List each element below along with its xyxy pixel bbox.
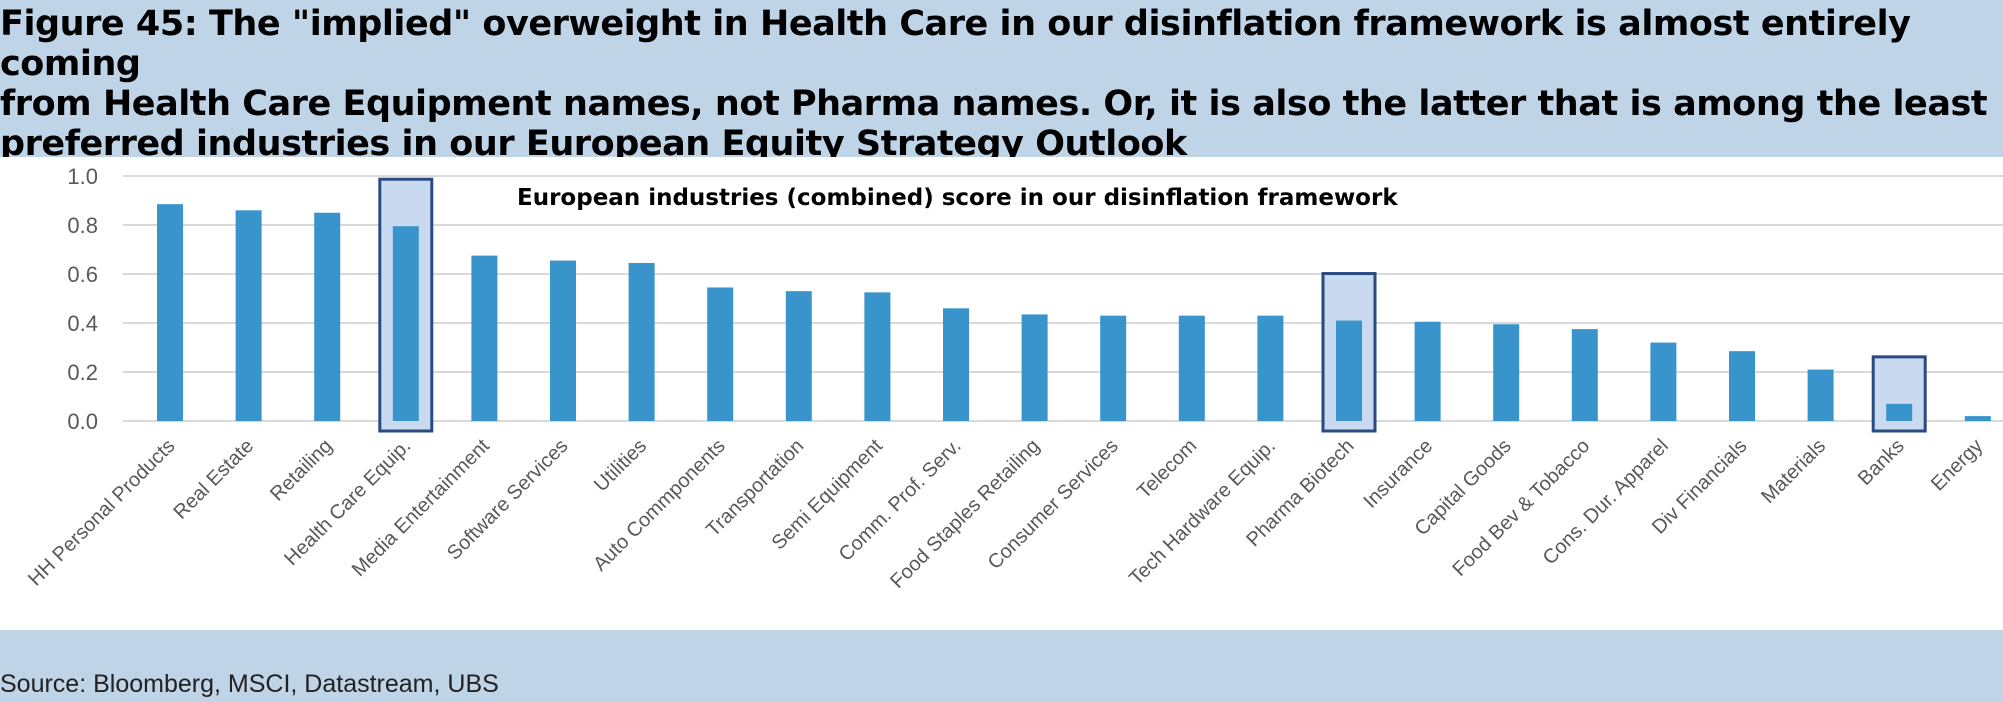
bar	[628, 262, 655, 421]
bar	[1886, 403, 1913, 421]
x-category-label: Food Staples Retailing	[886, 435, 1044, 593]
y-axis-ticks: 0.0 0.2 0.4 0.6 0.8 1.0	[67, 164, 98, 434]
bar	[1021, 314, 1048, 421]
bar	[1414, 321, 1441, 421]
x-category-label: Real Estate	[169, 435, 258, 524]
x-category-label: Tech Hardware Equip.	[1125, 435, 1280, 590]
bar	[785, 291, 812, 421]
y-tick-label: 0.4	[67, 311, 98, 336]
bar	[1807, 369, 1834, 421]
bar	[1178, 315, 1205, 421]
x-category-label: Materials	[1757, 435, 1830, 508]
x-category-label: Telecom	[1133, 435, 1201, 503]
bar	[1100, 315, 1127, 421]
bar	[864, 292, 891, 421]
bar	[1257, 315, 1284, 421]
x-category-label: Energy	[1927, 435, 1987, 495]
bar	[314, 212, 341, 421]
bar	[707, 287, 734, 421]
bar	[1336, 320, 1362, 421]
bar	[1571, 329, 1598, 421]
y-tick-label: 0.0	[67, 409, 98, 434]
chart-panel: 0.0 0.2 0.4 0.6 0.8 1.0 HH Personal Products R…	[0, 157, 2003, 630]
x-category-label: Retailing	[266, 435, 337, 506]
bar	[943, 308, 969, 421]
gridlines	[123, 175, 2003, 422]
x-category-label: Banks	[1854, 435, 1909, 490]
y-tick-label: 0.8	[67, 213, 98, 238]
bar	[550, 260, 576, 421]
x-category-label: Auto Commponents	[589, 435, 730, 576]
bar	[471, 255, 498, 421]
x-category-label: Insurance	[1359, 435, 1437, 513]
highlight-boxes	[378, 177, 1927, 433]
bar	[1650, 342, 1677, 421]
x-category-label: Media Entertainment	[348, 435, 494, 581]
chart-title: European industries (combined) score in …	[517, 185, 1398, 211]
bars	[157, 204, 1991, 421]
y-tick-label: 1.0	[67, 164, 98, 189]
bar-chart: 0.00.20.40.60.81.0 HH Personal ProductsR…	[24, 164, 2003, 593]
bar	[1729, 351, 1755, 421]
x-category-label: Food Bev & Tobacco	[1449, 435, 1595, 581]
x-category-label: Utilities	[590, 435, 651, 496]
figure-title: Figure 45: The "implied" overweight in H…	[0, 4, 1988, 164]
source-note: Source: Bloomberg, MSCI, Datastream, UBS	[0, 670, 499, 698]
bar	[1964, 416, 1991, 421]
y-tick-label: 0.2	[67, 360, 98, 385]
bar	[392, 226, 419, 421]
y-tick-label: 0.6	[67, 262, 98, 287]
x-category-label: HH Personal Products	[24, 435, 179, 590]
x-category-label: Consumer Services	[984, 435, 1123, 574]
bar	[157, 204, 183, 421]
bar	[235, 210, 262, 421]
bar	[1493, 324, 1520, 421]
